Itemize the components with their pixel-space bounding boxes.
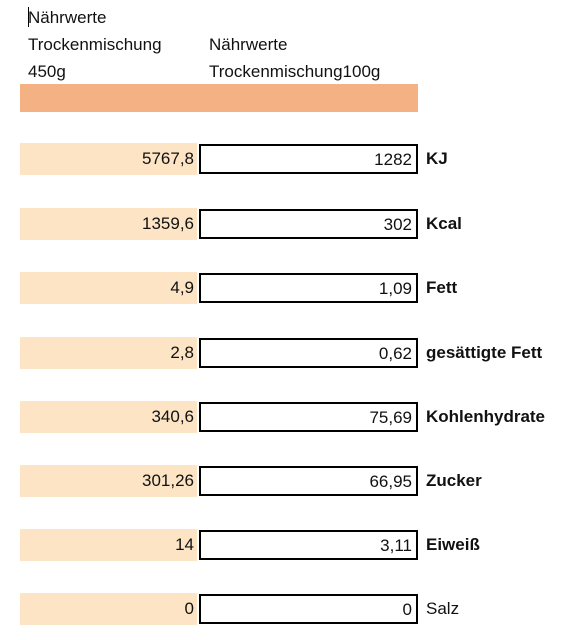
total-value-cell[interactable]: 14 [20, 529, 197, 561]
nutrition-row-gesaettigte-fett: 2,8 0,62 gesättigte Fett [20, 337, 580, 369]
nutrition-row-kohlenhydrate: 340,6 75,69 Kohlenhydrate [20, 401, 580, 433]
nutrient-label[interactable]: Eiweiß [426, 535, 480, 554]
total-value-cell[interactable]: 2,8 [20, 337, 197, 369]
per100g-value-cell[interactable]: 66,95 [199, 466, 418, 496]
nutrition-row-salz: 0 0 Salz [20, 593, 580, 625]
per100g-value-cell[interactable]: 1,09 [199, 273, 418, 303]
per100g-value-cell[interactable]: 302 [199, 209, 418, 239]
total-value-cell[interactable]: 340,6 [20, 401, 197, 433]
nutrient-label[interactable]: Salz [426, 599, 460, 618]
total-value-cell[interactable]: 301,26 [20, 465, 197, 497]
nutrient-label[interactable]: Zucker [426, 471, 482, 490]
total-value-cell[interactable]: 0 [20, 593, 197, 625]
per100g-value-cell[interactable]: 1282 [199, 144, 418, 174]
nutrition-row-kcal: 1359,6 302 Kcal [20, 208, 580, 240]
nutrient-label[interactable]: Fett [426, 278, 458, 297]
total-value-cell[interactable]: 1359,6 [20, 208, 197, 240]
nutrient-label[interactable]: Kohlenhydrate [426, 407, 546, 426]
nutrition-row-eiweiss: 14 3,11 Eiweiß [20, 529, 580, 561]
per100g-value-cell[interactable]: 0,62 [199, 338, 418, 368]
nutrient-label[interactable]: gesättigte Fett [426, 343, 543, 362]
per100g-value-cell[interactable]: 3,11 [199, 530, 418, 560]
nutrition-row-zucker: 301,26 66,95 Zucker [20, 465, 580, 497]
nutrient-label[interactable]: Kcal [426, 214, 462, 233]
total-value-cell[interactable]: 5767,8 [20, 143, 197, 175]
per100g-value-cell[interactable]: 0 [199, 594, 418, 624]
nutrition-row-fett: 4,9 1,09 Fett [20, 272, 580, 304]
header-per100g-column[interactable]: Nährwerte Trockenmischung100g [209, 35, 381, 81]
nutrition-row-kj: 5767,8 1282 KJ [20, 143, 580, 175]
nutrient-label[interactable]: KJ [426, 149, 448, 168]
per100g-value-cell[interactable]: 75,69 [199, 402, 418, 432]
header-highlight-bar[interactable] [20, 84, 418, 112]
text-cursor [28, 7, 29, 27]
total-value-cell[interactable]: 4,9 [20, 272, 197, 304]
header-total-column[interactable]: Nährwerte Trockenmischung 450g [28, 8, 162, 81]
